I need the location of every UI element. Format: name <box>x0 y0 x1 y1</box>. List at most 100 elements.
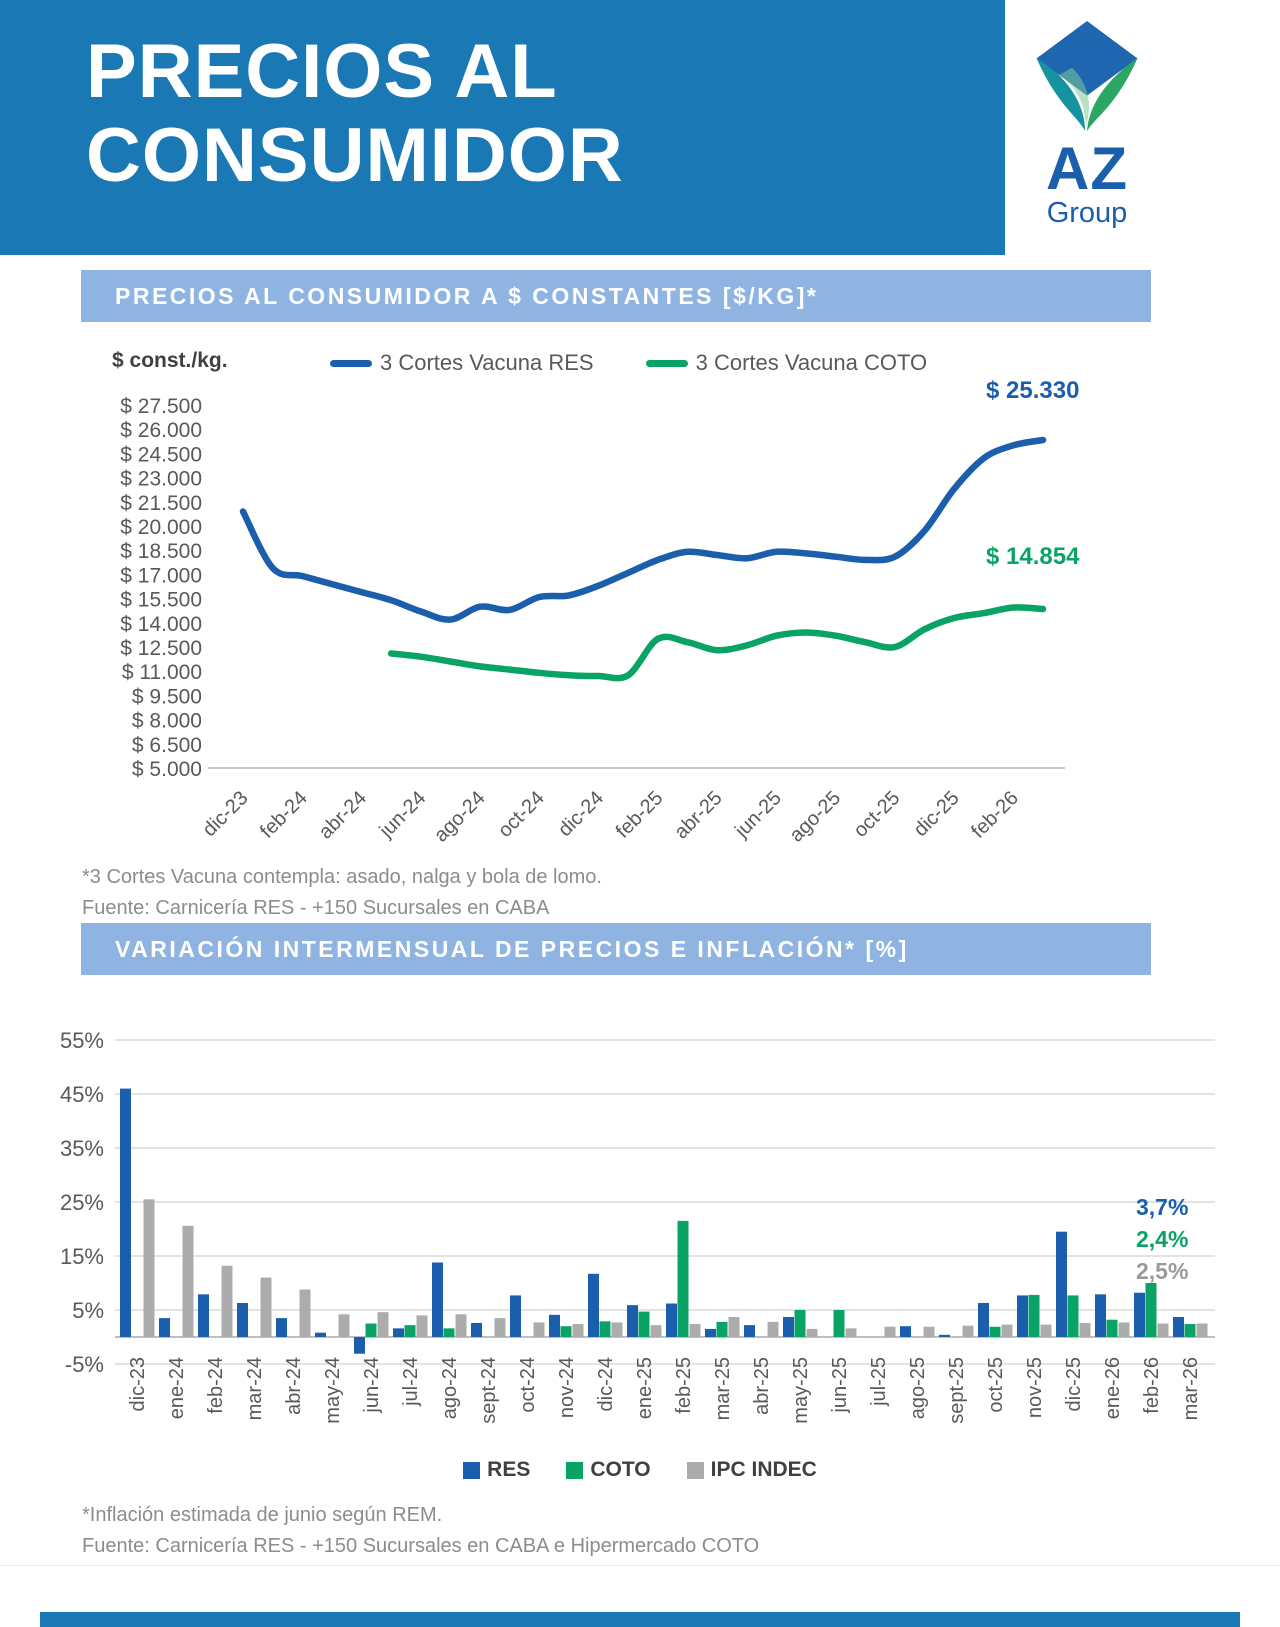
res-bar-swatch <box>463 1461 481 1479</box>
bar-dic-25 <box>1056 1231 1067 1337</box>
bar-oct-24 <box>533 1322 545 1337</box>
line-chart-legend: 3 Cortes Vacuna RES 3 Cortes Vacuna COTO <box>330 350 927 376</box>
bar-ene-26 <box>1118 1322 1130 1337</box>
x-axis-tick-label: feb-26 <box>967 787 1023 843</box>
x-axis-tick-label: dic-23 <box>198 787 252 841</box>
bar-feb-25 <box>689 1324 701 1337</box>
res-line <box>239 436 1047 623</box>
coto-line <box>387 604 1047 682</box>
x-axis-tick-label: jun-24 <box>361 1357 383 1414</box>
coto-bar-swatch <box>566 1461 584 1479</box>
x-axis-tick-label: ene-24 <box>166 1357 188 1419</box>
x-axis-tick-label: oct-24 <box>517 1357 539 1413</box>
legend-res-bar-label: RES <box>487 1458 531 1481</box>
x-axis-tick-label: dic-24 <box>554 787 608 841</box>
x-axis-tick-label: feb-24 <box>256 787 312 843</box>
coto-line-swatch <box>645 359 688 367</box>
y-axis-tick-label: $ 26.000 <box>120 419 202 442</box>
azgroup-logo: AZ Group <box>1012 18 1162 228</box>
bar-abr-25 <box>744 1325 755 1337</box>
res-line-swatch <box>330 359 372 367</box>
bar-mar-25 <box>716 1321 728 1337</box>
constant-prices-line-chart: $ 27.500$ 26.000$ 24.500$ 23.000$ 21.500… <box>120 395 1065 847</box>
series-res <box>120 1088 1184 1354</box>
bar-nov-25 <box>1017 1295 1028 1337</box>
section2-title-bar: VARIACIÓN INTERMENSUAL DE PRECIOS E INFL… <box>81 923 1151 975</box>
bar-ene-25 <box>650 1325 662 1337</box>
legend-item-coto: 3 Cortes Vacuna COTO <box>645 350 927 376</box>
bar-sept-24 <box>494 1318 506 1337</box>
y-axis-tick-label: $ 6.500 <box>132 734 202 757</box>
y-axis-unit-label: $ const./kg. <box>112 349 228 372</box>
x-axis-tick-label: nov-24 <box>556 1357 578 1418</box>
x-axis-tick-label: jul-25 <box>868 1357 890 1407</box>
x-axis-tick-label: oct-25 <box>985 1357 1007 1413</box>
bar-may-25 <box>794 1310 806 1337</box>
ipc-bar-swatch <box>686 1461 704 1479</box>
bar-jun-24 <box>377 1312 389 1337</box>
bar-chart-gridlines: 55% 45% 35% 25% 15% 5% -5% <box>60 1028 1215 1377</box>
line-chart-x-axis: dic-23 feb-24 abr-24 jun-24 ago-24 oct-24 dic-… <box>198 787 1022 847</box>
bar-feb-25 <box>677 1220 689 1337</box>
x-axis-tick-label: mar-25 <box>712 1357 734 1420</box>
legend-item-ipc-bar: IPC INDEC <box>686 1458 817 1482</box>
y-axis-tick-label: -5% <box>65 1352 104 1377</box>
page-edge-divider <box>0 1565 1280 1566</box>
bar-end-label-res: 3,7% <box>1136 1194 1189 1220</box>
bar-feb-25 <box>666 1303 677 1337</box>
bar-sept-24 <box>471 1322 482 1337</box>
bar-mar-25 <box>728 1317 740 1337</box>
bar-may-24 <box>315 1332 326 1337</box>
x-axis-tick-label: feb-24 <box>205 1357 227 1414</box>
y-axis-tick-label: 55% <box>60 1028 104 1053</box>
y-axis-tick-label: $ 23.000 <box>120 468 202 491</box>
section2-footnote-line1: *Inflación estimada de junio según REM. <box>82 1504 443 1526</box>
x-axis-tick-label: dic-25 <box>1063 1357 1085 1411</box>
bar-dic-23 <box>143 1199 155 1337</box>
y-axis-tick-label: $ 20.000 <box>120 516 202 539</box>
x-axis-tick-label: mar-26 <box>1180 1357 1202 1420</box>
x-axis-tick-label: abr-24 <box>315 787 371 843</box>
bar-dic-25 <box>1079 1322 1091 1337</box>
y-axis-tick-label: $ 14.000 <box>120 613 202 636</box>
x-axis-tick-label: abr-25 <box>670 787 726 843</box>
bar-jun-25 <box>833 1310 845 1337</box>
y-axis-tick-label: $ 5.000 <box>132 758 202 781</box>
y-axis-tick-label: $ 15.500 <box>120 589 202 612</box>
x-axis-tick-label: mar-24 <box>244 1357 266 1420</box>
x-axis-tick-label: nov-25 <box>1024 1357 1046 1418</box>
x-axis-tick-label: jul-24 <box>400 1357 422 1407</box>
x-axis-tick-label: ago-25 <box>907 1357 929 1419</box>
y-axis-tick-label: 45% <box>60 1082 104 1107</box>
page-title-line2: CONSUMIDOR <box>86 113 624 198</box>
section2-footnote-line2: Fuente: Carnicería RES - +150 Sucursales… <box>82 1535 760 1557</box>
bar-feb-26 <box>1157 1323 1169 1337</box>
logo-initials: AZ <box>1046 135 1128 202</box>
bar-nov-25 <box>1028 1294 1040 1337</box>
section1-footnote: *3 Cortes Vacuna contempla: asado, nalga… <box>82 862 602 924</box>
y-axis-tick-label: $ 24.500 <box>120 443 202 466</box>
bar-dic-24 <box>611 1322 623 1337</box>
azgroup-gem-icon <box>1036 21 1138 132</box>
x-axis-tick-label: ago-24 <box>439 1357 461 1419</box>
y-axis-tick-label: 25% <box>60 1190 104 1215</box>
bar-chart-x-axis: dic-23 ene-24 feb-24 mar-24 abr-24 may-24 jun-… <box>127 1357 1202 1424</box>
bar-jun-24 <box>365 1323 377 1337</box>
y-axis-tick-label: $ 8.000 <box>132 710 202 733</box>
y-axis-tick-label: 35% <box>60 1136 104 1161</box>
bar-abr-25 <box>767 1321 779 1337</box>
series-coto <box>365 1220 1196 1337</box>
bar-ene-24 <box>159 1318 170 1337</box>
series-ipc-indec <box>143 1199 1208 1337</box>
bar-ene-26 <box>1106 1319 1118 1337</box>
monthly-variation-bar-chart: 55% 45% 35% 25% 15% 5% -5% dic-23 ene-24 feb-24 ma… <box>60 1028 1215 1424</box>
bar-abr-24 <box>299 1289 311 1337</box>
bar-end-label-coto: 2,4% <box>1136 1226 1189 1252</box>
bar-mar-26 <box>1184 1324 1196 1337</box>
x-axis-tick-label: ago-24 <box>430 787 490 847</box>
bar-ene-26 <box>1095 1294 1106 1337</box>
footer-strip <box>40 1612 1240 1627</box>
bar-jun-24 <box>354 1337 365 1354</box>
bar-nov-24 <box>572 1324 584 1337</box>
bar-ene-24 <box>182 1225 194 1337</box>
